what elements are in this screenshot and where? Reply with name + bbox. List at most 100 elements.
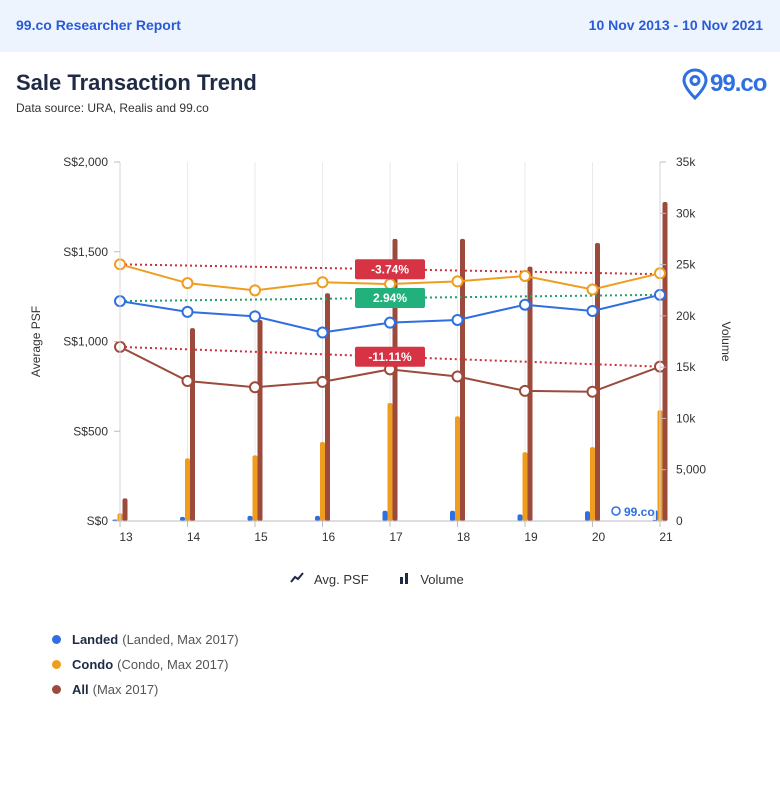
logo-text: 99.co — [710, 70, 767, 97]
volume-bar-all — [190, 328, 195, 521]
volume-bar-all — [392, 238, 398, 521]
psf-point-all — [316, 375, 329, 388]
right-axis-title: Volume — [719, 321, 733, 361]
x-tick-label: 16 — [322, 530, 336, 544]
legend-volume[interactable]: Volume — [398, 572, 464, 587]
right-tick-label: 25k — [676, 258, 696, 272]
volume-bar-landed — [517, 514, 523, 521]
right-tick-label: 5,000 — [676, 463, 706, 477]
volume-bar-landed — [315, 515, 320, 521]
volume-bar-condo — [455, 416, 460, 521]
report-brand: 99.co Researcher Report — [16, 17, 181, 33]
trend-badge-label-landed: 2.94% — [373, 291, 407, 305]
sale-transaction-chart: 2.94% -3.74% -11.11% S$0 S$500 S$1,000 S$1,50… — [29, 155, 733, 544]
legend-avg-psf-label: Avg. PSF — [314, 572, 369, 587]
volume-bar-condo — [387, 403, 393, 521]
psf-point-landed — [586, 304, 599, 317]
bar-chart-icon — [398, 572, 410, 587]
x-tick-label: 15 — [254, 530, 268, 544]
volume-bar-condo — [522, 452, 528, 521]
page-title: Sale Transaction Trend — [16, 70, 257, 95]
psf-point-all — [451, 370, 464, 383]
location-pin-icon — [682, 68, 708, 101]
legend-landed[interactable]: Landed (Landed, Max 2017) — [52, 627, 239, 652]
trend-badge-label-condo: -3.74% — [371, 262, 409, 276]
volume-bar-landed — [450, 510, 455, 521]
x-tick-label: 14 — [187, 530, 201, 544]
trend-badges: 2.94% -3.74% -11.11% — [355, 259, 425, 367]
legend-condo-name: Condo — [72, 657, 114, 672]
left-tick-label: S$500 — [73, 424, 108, 438]
watermark-bg — [606, 502, 656, 520]
trend-badge-condo — [355, 259, 425, 280]
right-tick-label: 0 — [676, 514, 683, 528]
volume-bar-condo — [590, 447, 595, 521]
chart-watermark: 99.co — [606, 502, 656, 520]
volume-bar-all — [257, 319, 263, 521]
chart-type-legend: Avg. PSF Volume — [290, 572, 490, 587]
psf-point-all — [181, 374, 194, 387]
x-tick-label: 19 — [524, 530, 538, 544]
legend-avg-psf[interactable]: Avg. PSF — [290, 572, 369, 587]
psf-point-landed — [316, 326, 329, 339]
left-tick-label: S$1,000 — [63, 335, 108, 349]
trend-badge-all — [355, 346, 425, 367]
volume-bar-all — [460, 238, 465, 521]
x-tick-label: 13 — [119, 530, 133, 544]
x-tick-label: 18 — [457, 530, 471, 544]
left-tick-label: S$0 — [87, 514, 109, 528]
psf-point-all — [586, 385, 599, 398]
psf-point-landed — [249, 310, 261, 323]
trend-badge-landed — [355, 287, 425, 308]
right-tick-label: 35k — [676, 155, 696, 169]
watermark-pin-icon — [611, 506, 621, 516]
legend-all-detail: (Max 2017) — [92, 682, 159, 697]
volume-bar-landed — [180, 516, 185, 521]
volume-bar-landed — [247, 515, 253, 521]
legend-landed-name: Landed — [72, 632, 119, 647]
volume-bar-landed — [382, 510, 388, 521]
psf-point-condo — [316, 276, 329, 289]
psf-point-landed — [384, 316, 396, 329]
psf-point-condo — [451, 275, 464, 288]
right-tick-label: 30k — [676, 206, 696, 220]
legend-condo-detail: (Condo, Max 2017) — [117, 657, 229, 672]
brand-logo: 99.co — [682, 68, 767, 101]
left-tick-label: S$1,500 — [63, 245, 108, 259]
psf-point-landed — [519, 298, 531, 311]
line-chart-icon — [290, 572, 304, 587]
legend-condo[interactable]: Condo (Condo, Max 2017) — [52, 652, 239, 677]
psf-point-landed — [451, 313, 464, 326]
legend-volume-label: Volume — [420, 572, 464, 587]
psf-point-all — [249, 381, 261, 394]
volume-bar-landed — [585, 511, 590, 521]
volume-bar-all — [325, 293, 330, 521]
landed-dot — [52, 635, 61, 644]
left-axis-title: Average PSF — [29, 306, 43, 377]
x-tick-label: 20 — [592, 530, 606, 544]
psf-point-condo — [519, 269, 531, 282]
psf-point-condo — [249, 284, 261, 297]
left-tick-label: S$2,000 — [63, 155, 108, 169]
report-header-bar: 99.co Researcher Report 10 Nov 2013 - 10… — [0, 0, 780, 52]
data-source: Data source: URA, Realis and 99.co — [16, 101, 209, 115]
volume-bar-condo — [185, 458, 190, 521]
psf-point-all — [519, 384, 531, 397]
volume-bar-condo — [320, 442, 325, 521]
watermark-text: 99.co — [624, 505, 655, 519]
volume-bar-all — [122, 498, 128, 521]
right-tick-label: 15k — [676, 360, 696, 374]
psf-point-condo — [181, 277, 194, 290]
trend-badge-label-all: -11.11% — [368, 350, 412, 364]
date-range: 10 Nov 2013 - 10 Nov 2021 — [588, 17, 763, 33]
x-tick-label: 17 — [389, 530, 403, 544]
psf-point-landed — [181, 305, 194, 318]
all-dot — [52, 685, 61, 694]
legend-all[interactable]: All (Max 2017) — [52, 677, 239, 702]
right-tick-label: 20k — [676, 309, 696, 323]
legend-all-name: All — [72, 682, 89, 697]
x-tick-label: 21 — [659, 530, 673, 544]
psf-point-condo — [586, 283, 599, 296]
volume-bar-condo — [252, 455, 258, 521]
condo-dot — [52, 660, 61, 669]
